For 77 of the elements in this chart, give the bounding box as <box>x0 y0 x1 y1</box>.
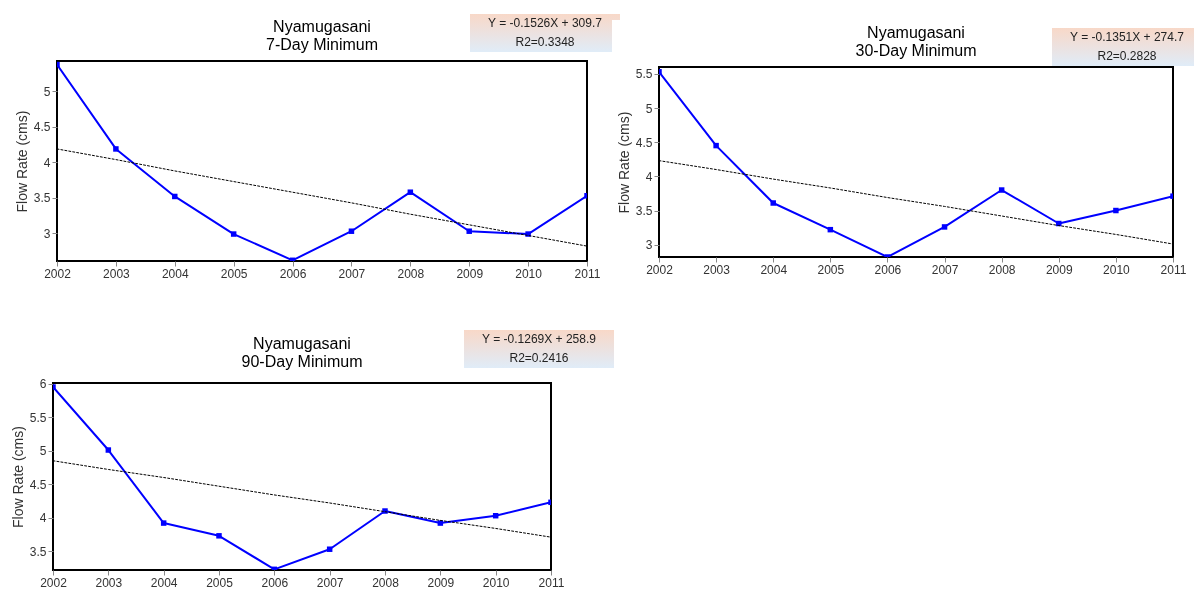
y-axis-title: Flow Rate (cms) <box>13 110 30 213</box>
y-tick-label: 3 <box>43 226 51 241</box>
x-tick-label: 2009 <box>427 575 455 590</box>
line-series <box>659 69 1173 257</box>
x-tick-label: 2010 <box>482 575 510 590</box>
line-series <box>53 384 551 570</box>
x-tick-label: 2006 <box>874 262 902 277</box>
y-tick-label: 3.5 <box>29 544 47 559</box>
x-tick-label: 2005 <box>817 262 845 277</box>
y-tick-label: 6 <box>39 377 47 392</box>
x-tick-label: 2003 <box>703 262 731 277</box>
x-tick-label: 2005 <box>206 575 234 590</box>
y-tick-label: 3.5 <box>33 191 51 206</box>
y-tick-label: 3.5 <box>635 204 653 219</box>
x-tick-label: 2006 <box>261 575 289 590</box>
x-tick-label: 2011 <box>574 266 601 281</box>
text: R2=0.2416 <box>508 350 570 367</box>
x-tick-label: 2009 <box>456 266 484 281</box>
point <box>348 228 355 234</box>
chart-title: Nyamugasani 30-Day Minimum <box>855 24 977 59</box>
x-tick-label: 2007 <box>316 575 344 590</box>
y-tick-label: 4.5 <box>33 120 51 135</box>
x-tick-label: 2011 <box>538 575 565 590</box>
x-tick-label: 2003 <box>103 266 131 281</box>
x-tick-label: 2002 <box>40 575 68 590</box>
y-tick-label: 5 <box>645 101 653 116</box>
point <box>466 228 472 234</box>
text: Y = -0.1526X + 309.7 <box>487 15 603 32</box>
x-tick-label: 2006 <box>279 266 307 281</box>
x-tick-label: 2009 <box>1045 262 1073 277</box>
y-tick-label: 4.5 <box>29 477 47 492</box>
point <box>1113 207 1119 214</box>
point <box>941 224 948 230</box>
y-tick-label: 5 <box>43 85 51 99</box>
x-tick-label: 2010 <box>515 266 543 281</box>
point <box>407 189 414 195</box>
x-tick-label: 2007 <box>338 266 366 281</box>
text: Y = -0.1269X + 258.9 <box>481 331 597 348</box>
y-tick-label: 4 <box>645 169 653 184</box>
point <box>998 187 1005 193</box>
point <box>326 546 333 552</box>
x-tick-label: 2011 <box>1160 262 1187 277</box>
text: R2=0.3348 <box>514 34 576 51</box>
x-tick-label: 2002 <box>44 266 72 281</box>
line-series <box>57 61 587 261</box>
point <box>230 231 237 237</box>
x-tick-label: 2005 <box>220 266 248 281</box>
y-tick-label: 4.5 <box>635 135 653 150</box>
x-tick-label: 2002 <box>646 262 674 277</box>
point <box>105 447 112 453</box>
x-tick-label: 2004 <box>161 266 189 281</box>
y-axis-title: Flow Rate (cms) <box>615 111 632 214</box>
y-tick-label: 3 <box>645 238 653 253</box>
point <box>113 146 119 152</box>
y-tick-label: 5 <box>39 444 47 459</box>
chart-title: Nyamugasani 90-Day Minimum <box>241 334 363 370</box>
x-tick-label: 2008 <box>988 262 1016 277</box>
x-tick-label: 2010 <box>1103 262 1131 277</box>
point <box>172 193 178 200</box>
chart-title: Nyamugasani 7-Day Minimum <box>265 18 379 53</box>
text: R2=0.2828 <box>1096 48 1158 65</box>
y-tick-label: 4 <box>39 511 47 526</box>
x-tick-label: 2003 <box>95 575 123 590</box>
x-tick-label: 2004 <box>760 262 788 277</box>
point <box>160 520 167 526</box>
x-tick-label: 2007 <box>931 262 959 277</box>
x-tick-label: 2004 <box>150 575 178 590</box>
y-tick-label: 5.5 <box>635 67 653 82</box>
point <box>216 533 222 539</box>
y-axis-title: Flow Rate (cms) <box>9 426 26 528</box>
x-tick-label: 2008 <box>397 266 425 281</box>
y-tick-label: 5.5 <box>29 410 47 425</box>
y-tick-label: 4 <box>43 155 51 170</box>
point <box>770 200 776 206</box>
point <box>713 142 719 149</box>
text: Y = -0.1351X + 274.7 <box>1069 29 1185 46</box>
x-tick-label: 2008 <box>372 575 400 590</box>
